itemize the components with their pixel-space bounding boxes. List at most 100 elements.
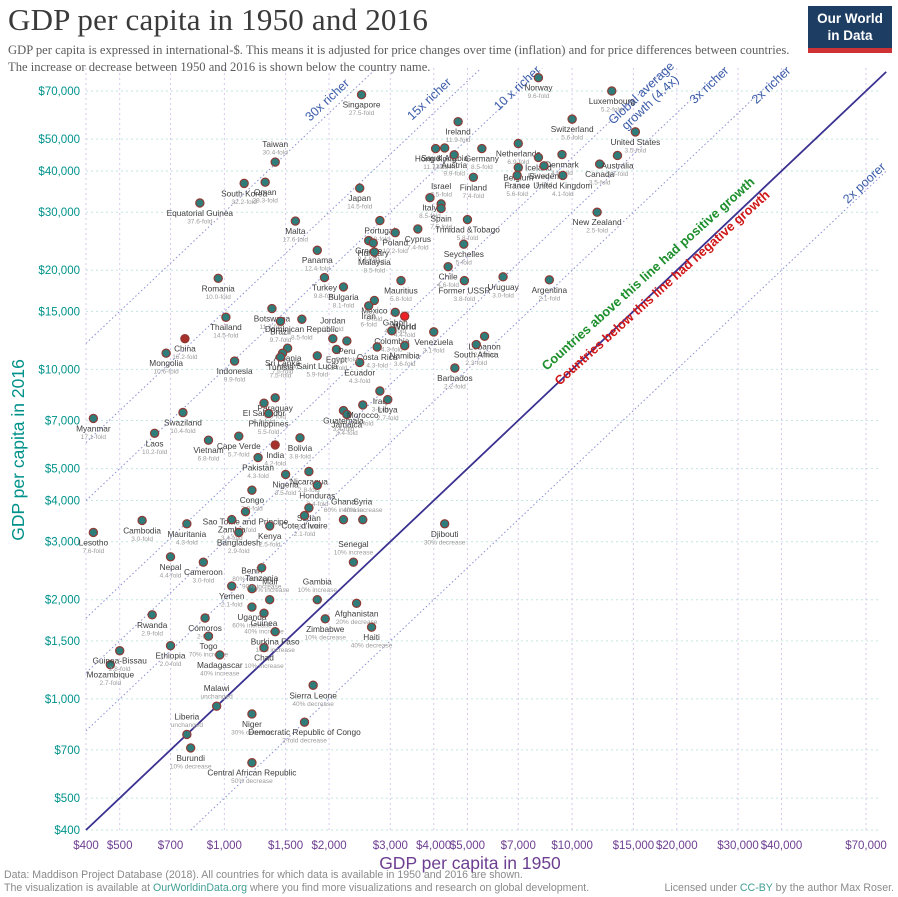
data-point[interactable] (299, 510, 310, 521)
data-point[interactable] (88, 413, 99, 424)
data-point[interactable] (450, 363, 460, 373)
data-point[interactable] (351, 598, 362, 609)
data-point[interactable] (297, 314, 307, 324)
data-point[interactable] (413, 224, 423, 234)
data-point[interactable] (390, 227, 400, 238)
data-point[interactable] (227, 581, 237, 591)
data-point[interactable] (630, 127, 641, 137)
data-point[interactable] (185, 743, 196, 753)
data-point[interactable] (331, 344, 342, 355)
data-point[interactable] (270, 393, 280, 403)
data-point[interactable] (312, 480, 322, 490)
data-point[interactable] (259, 608, 269, 618)
data-point[interactable] (372, 342, 382, 352)
data-point[interactable] (105, 659, 116, 670)
data-point[interactable] (462, 214, 473, 225)
data-point[interactable] (211, 701, 222, 711)
data-point[interactable] (178, 407, 188, 418)
data-point[interactable] (88, 527, 99, 538)
data-point[interactable] (592, 207, 602, 217)
data-point[interactable] (399, 311, 410, 321)
data-point[interactable] (234, 527, 244, 538)
data-point[interactable] (247, 709, 257, 719)
data-point[interactable] (259, 643, 269, 653)
data-point[interactable] (390, 307, 400, 318)
owid-link[interactable]: OurWorldinData.org (152, 882, 247, 894)
data-point[interactable] (247, 602, 257, 612)
data-point[interactable] (453, 116, 463, 127)
data-point[interactable] (213, 273, 223, 284)
data-point[interactable] (544, 275, 555, 285)
data-point[interactable] (195, 198, 205, 208)
data-point[interactable] (338, 514, 349, 525)
data-point[interactable] (607, 86, 617, 96)
data-point[interactable] (290, 216, 301, 226)
data-point[interactable] (203, 435, 214, 445)
data-point[interactable] (304, 503, 314, 513)
data-point[interactable] (312, 245, 322, 255)
data-point[interactable] (247, 758, 257, 768)
data-point[interactable] (227, 514, 237, 525)
data-point[interactable] (247, 583, 257, 594)
data-point[interactable] (275, 316, 286, 326)
data-point[interactable] (498, 272, 508, 282)
data-point[interactable] (253, 452, 263, 463)
data-point[interactable] (533, 152, 544, 163)
data-point[interactable] (270, 626, 280, 637)
data-point[interactable] (265, 521, 275, 531)
data-point[interactable] (308, 680, 318, 690)
data-point[interactable] (270, 440, 280, 450)
data-point[interactable] (429, 327, 439, 337)
data-point[interactable] (137, 515, 147, 526)
data-point[interactable] (369, 295, 380, 306)
data-point[interactable] (247, 485, 257, 495)
data-point[interactable] (479, 331, 490, 342)
data-point[interactable] (396, 275, 406, 286)
data-point[interactable] (338, 282, 349, 292)
data-point[interactable] (513, 162, 523, 173)
data-point[interactable] (567, 114, 577, 124)
data-point[interactable] (533, 73, 544, 83)
data-point[interactable] (363, 301, 374, 311)
data-point[interactable] (182, 729, 192, 740)
data-point[interactable] (203, 631, 214, 641)
data-point[interactable] (355, 357, 365, 368)
data-point[interactable] (256, 563, 267, 573)
data-point[interactable] (280, 469, 291, 480)
data-point[interactable] (471, 339, 481, 350)
data-point[interactable] (328, 333, 338, 344)
data-point[interactable] (275, 352, 286, 362)
data-point[interactable] (383, 394, 393, 405)
data-point[interactable] (320, 614, 330, 624)
data-point[interactable] (295, 433, 305, 443)
cc-by-link[interactable]: CC-BY (739, 882, 773, 894)
data-point[interactable] (375, 386, 385, 396)
data-point[interactable] (239, 178, 249, 189)
data-point[interactable] (234, 431, 244, 441)
data-point[interactable] (115, 646, 125, 656)
data-point[interactable] (312, 351, 322, 361)
data-point[interactable] (240, 506, 251, 517)
data-point[interactable] (436, 203, 446, 214)
data-point[interactable] (558, 170, 568, 181)
data-point[interactable] (459, 239, 469, 249)
data-point[interactable] (229, 356, 240, 366)
data-point[interactable] (539, 161, 549, 171)
data-point[interactable] (369, 247, 380, 257)
data-point[interactable] (477, 143, 487, 154)
data-point[interactable] (358, 514, 368, 525)
data-point[interactable] (439, 519, 450, 529)
data-point[interactable] (165, 641, 176, 651)
data-point[interactable] (180, 333, 190, 344)
data-point[interactable] (355, 183, 365, 193)
data-point[interactable] (304, 466, 314, 477)
data-point[interactable] (215, 650, 225, 660)
data-point[interactable] (449, 150, 459, 160)
data-point[interactable] (270, 157, 280, 167)
data-point[interactable] (375, 215, 385, 226)
data-point[interactable] (512, 170, 522, 181)
data-point[interactable] (356, 90, 367, 100)
data-point[interactable] (312, 595, 322, 605)
owid-logo[interactable]: Our World in Data (808, 6, 892, 53)
data-point[interactable] (342, 409, 352, 420)
